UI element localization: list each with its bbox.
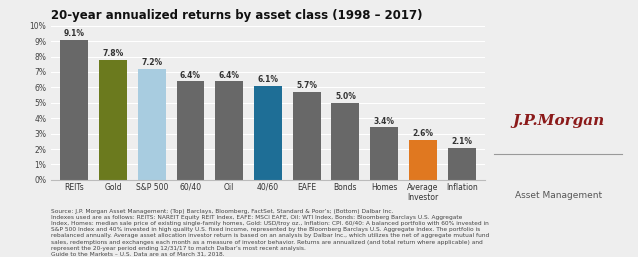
Text: 2.1%: 2.1% (451, 137, 472, 146)
Bar (293, 92, 321, 180)
Text: 7.8%: 7.8% (102, 49, 124, 58)
Text: Asset Management: Asset Management (515, 191, 602, 200)
Text: 2.6%: 2.6% (412, 129, 433, 138)
Bar (254, 86, 282, 180)
Bar (409, 140, 437, 180)
Text: 9.1%: 9.1% (64, 29, 85, 38)
Bar (370, 127, 398, 180)
Bar (332, 103, 359, 180)
Text: 5.7%: 5.7% (296, 81, 317, 90)
Bar (177, 81, 204, 180)
Bar (99, 60, 127, 180)
Text: 6.4%: 6.4% (219, 71, 240, 80)
Bar (215, 81, 243, 180)
Text: Source: J.P. Morgan Asset Management; (Top) Barclays, Bloomberg, FactSet, Standa: Source: J.P. Morgan Asset Management; (T… (51, 209, 489, 257)
Bar (61, 40, 88, 180)
Text: 3.4%: 3.4% (374, 117, 395, 126)
Text: 20-year annualized returns by asset class (1998 – 2017): 20-year annualized returns by asset clas… (51, 9, 422, 22)
Text: 6.4%: 6.4% (180, 71, 201, 80)
Text: 7.2%: 7.2% (141, 58, 162, 67)
Bar (138, 69, 166, 180)
Text: J.P.Morgan: J.P.Morgan (512, 115, 604, 128)
Text: 6.1%: 6.1% (258, 75, 278, 84)
Text: 5.0%: 5.0% (335, 92, 356, 101)
Bar (448, 148, 475, 180)
